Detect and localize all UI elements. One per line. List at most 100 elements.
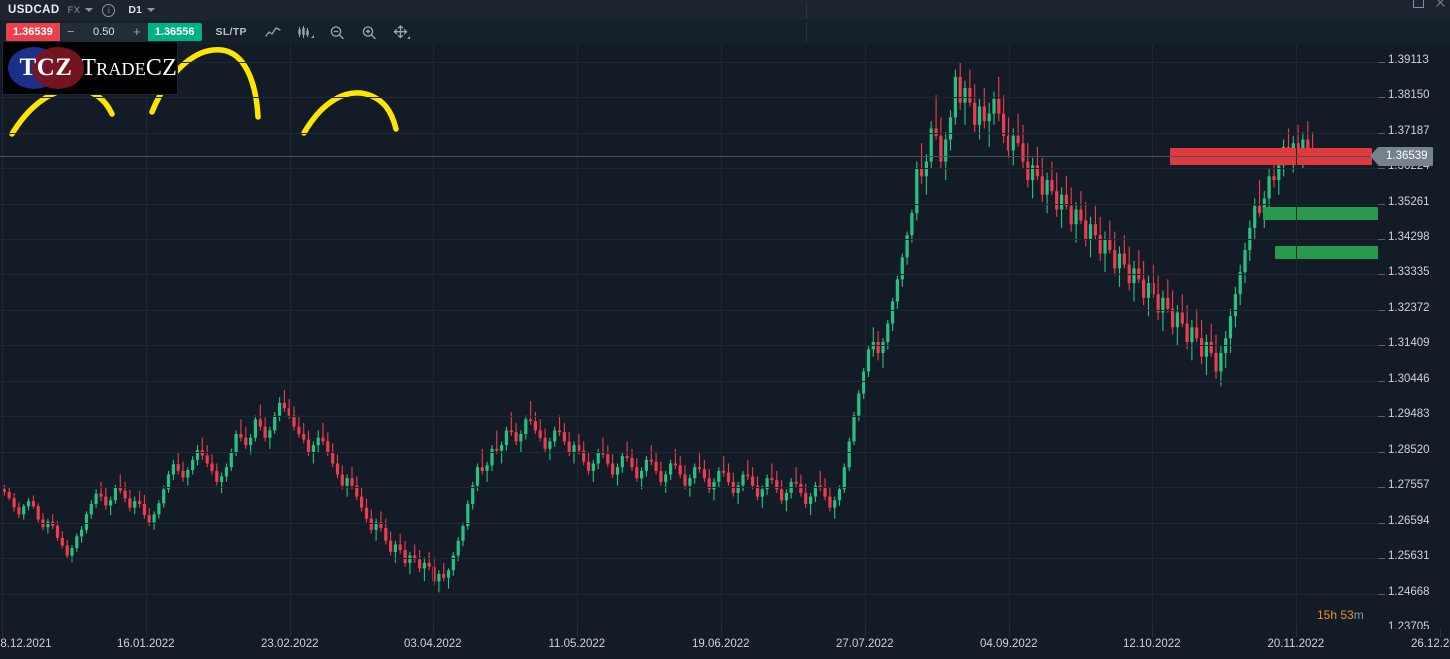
- grid-line-horizontal: [0, 168, 1378, 169]
- symbol-dropdown-chevron-down-icon[interactable]: [85, 8, 94, 12]
- grid-line-horizontal: [0, 97, 1378, 98]
- zoom-in-icon[interactable]: [361, 25, 378, 40]
- maximize-icon[interactable]: [1413, 0, 1424, 8]
- candle-body: [543, 437, 547, 449]
- date-tick-mark: [146, 629, 147, 637]
- candle-body: [1040, 176, 1044, 195]
- candle-body: [968, 88, 972, 103]
- candle-body: [852, 415, 856, 442]
- candle-body: [649, 459, 653, 462]
- candle-body: [557, 430, 562, 433]
- candle-body: [398, 544, 402, 550]
- candle-body: [181, 470, 185, 478]
- date-tick-mark: [1152, 629, 1153, 637]
- grid-line-vertical: [1296, 44, 1297, 629]
- timeframe-chevron-down-icon[interactable]: [146, 8, 155, 12]
- candle-body: [987, 113, 991, 122]
- candle-body: [1306, 139, 1310, 151]
- grid-line-horizontal: [0, 345, 1378, 346]
- candle-body: [934, 128, 938, 136]
- candle-body: [717, 470, 721, 482]
- grid-line-vertical: [721, 44, 722, 629]
- date-tick-mark: [1440, 629, 1441, 637]
- line-chart-icon[interactable]: [265, 25, 282, 40]
- info-icon[interactable]: i: [102, 3, 116, 17]
- chart-plot-area[interactable]: 15h 53m: [0, 44, 1378, 629]
- volume-increase-button[interactable]: +: [132, 24, 141, 39]
- sell-button[interactable]: 1.36539: [6, 23, 60, 41]
- price-axis[interactable]: 1.39113 1.38150 1.37187 1.36224 1.35261 1.342…: [1378, 44, 1450, 633]
- date-axis[interactable]: 08.12.2021 16.01.2022 23.02.2022 03.04.2022…: [0, 629, 1450, 659]
- candlestick-chart-icon[interactable]: [297, 25, 314, 40]
- volume-decrease-button[interactable]: −: [66, 24, 75, 39]
- candle-body: [345, 478, 349, 486]
- zoom-out-icon[interactable]: [329, 25, 346, 40]
- candle-body: [509, 430, 513, 433]
- candle-body: [905, 235, 909, 258]
- candle-body: [1166, 297, 1170, 309]
- date-tick-mark: [721, 629, 722, 637]
- window-controls: [1413, 0, 1444, 8]
- candle-body: [948, 117, 953, 140]
- candle-body: [837, 489, 842, 501]
- candle-body: [659, 470, 663, 482]
- candle-body: [982, 106, 986, 122]
- candle-body: [765, 478, 769, 490]
- candle-body: [538, 430, 542, 438]
- candle-body: [823, 487, 827, 497]
- price-tick-label: 1.27557: [1388, 479, 1430, 491]
- support-zone-upper[interactable]: [1263, 207, 1378, 220]
- candle-body: [413, 555, 417, 560]
- date-tick-mark: [290, 629, 291, 637]
- candle-body: [292, 415, 296, 427]
- candle-body: [123, 490, 127, 499]
- candle-body: [992, 99, 996, 114]
- timeframe-selector[interactable]: D1: [128, 4, 155, 16]
- candle-body: [437, 574, 441, 582]
- volume-input[interactable]: 0.50: [93, 26, 115, 38]
- tradecz-watermark-logo: TCZ TRADECZ: [2, 41, 178, 95]
- candle-body: [195, 450, 200, 460]
- price-tick-mark: [1378, 452, 1385, 453]
- price-tick-label: 1.30446: [1388, 373, 1430, 385]
- support-zone-lower[interactable]: [1275, 246, 1378, 259]
- candle-body: [596, 452, 600, 464]
- candle-body: [548, 441, 552, 449]
- candle-body: [1064, 194, 1068, 206]
- candle-body: [306, 439, 311, 453]
- candle-body: [113, 487, 117, 501]
- candle-body: [147, 515, 151, 523]
- grid-line-vertical: [577, 44, 578, 629]
- candle-body: [1074, 209, 1078, 225]
- candle-body: [1161, 297, 1165, 313]
- buy-button[interactable]: 1.36556: [147, 23, 202, 41]
- candle-body: [427, 562, 431, 567]
- price-tick-label: 1.33335: [1388, 266, 1430, 278]
- grid-line-vertical: [1009, 44, 1010, 629]
- candle-body: [678, 465, 682, 475]
- candle-body: [726, 472, 731, 482]
- candle-body: [253, 419, 257, 438]
- countdown-minutes: 53: [1340, 608, 1354, 622]
- candle-body: [1185, 323, 1189, 342]
- date-tick-label: 08.12.2021: [0, 638, 52, 650]
- date-tick-mark: [1296, 629, 1297, 637]
- date-tick-label: 19.06.2022: [692, 638, 750, 650]
- candle-body: [152, 514, 156, 523]
- crosshair-move-icon[interactable]: [393, 24, 410, 40]
- close-icon[interactable]: [1435, 0, 1444, 7]
- candle-body: [784, 493, 788, 501]
- candle-body: [804, 493, 808, 504]
- candle-body: [1016, 135, 1020, 144]
- symbol-name[interactable]: USDCAD: [8, 4, 60, 16]
- candle-body: [529, 419, 533, 422]
- current-price-badge[interactable]: 1.36539: [1378, 146, 1433, 166]
- candle-body: [495, 448, 499, 451]
- candle-body: [688, 478, 692, 486]
- candle-body: [118, 487, 122, 491]
- price-tick-mark: [1378, 345, 1385, 346]
- candle-body: [1233, 294, 1237, 317]
- price-tick-mark: [1378, 523, 1385, 524]
- candle-body: [176, 464, 180, 471]
- sltp-button[interactable]: SL/TP: [215, 26, 247, 38]
